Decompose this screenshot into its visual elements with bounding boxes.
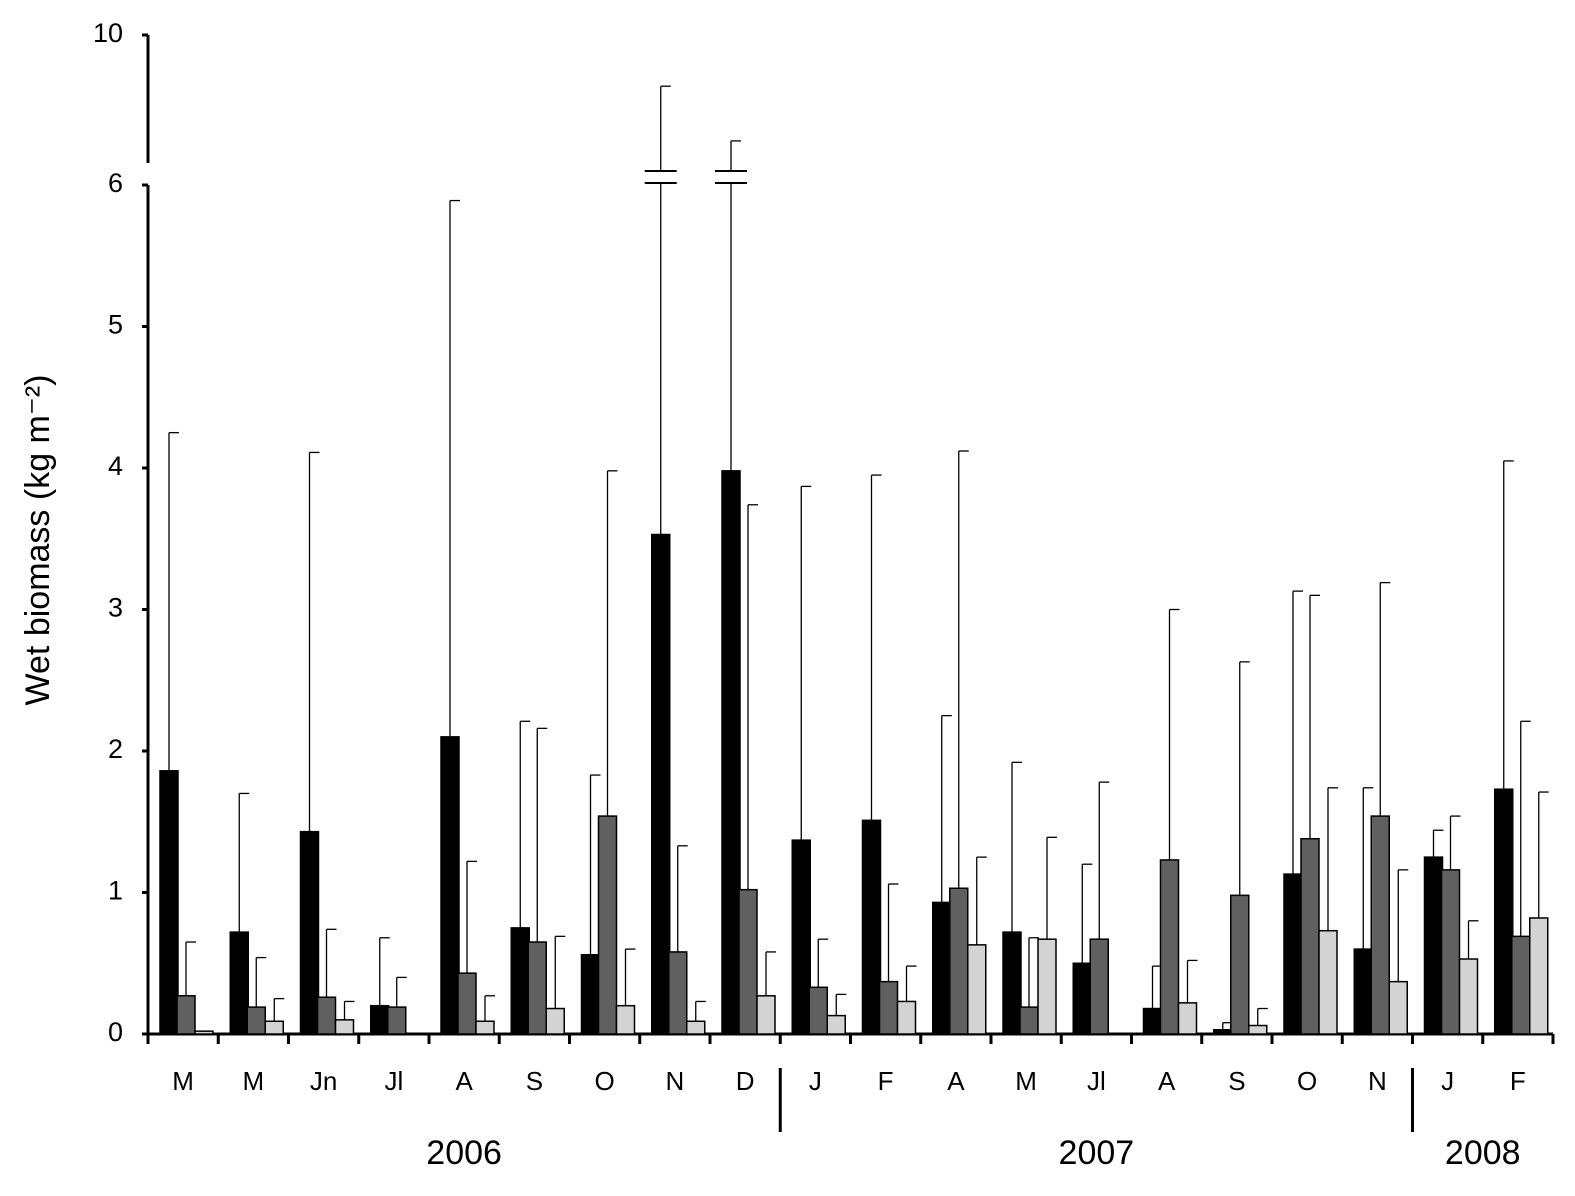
- x-tick-label: O: [1297, 1066, 1317, 1096]
- bar: [580, 954, 601, 1035]
- bar: [510, 927, 530, 1035]
- x-tick-label: Jl: [384, 1066, 403, 1096]
- bar: [1159, 859, 1180, 1035]
- bar: [1283, 873, 1303, 1035]
- bar: [246, 1006, 266, 1035]
- bar: [861, 819, 882, 1035]
- bar: [1370, 815, 1390, 1035]
- x-tick-label: Jl: [1087, 1066, 1106, 1096]
- bar: [1353, 948, 1373, 1035]
- x-tick-label: F: [1510, 1066, 1526, 1096]
- bar: [932, 901, 952, 1035]
- x-tick-label: A: [455, 1066, 473, 1096]
- bar: [1300, 837, 1320, 1035]
- bar: [1318, 929, 1338, 1035]
- y-tick-label: 3: [108, 593, 123, 623]
- y-tick-label: 0: [108, 1017, 123, 1047]
- bar: [1142, 1007, 1163, 1035]
- bar: [229, 931, 249, 1035]
- y-tick-label: 5: [108, 310, 123, 340]
- bar: [299, 830, 320, 1035]
- bar: [194, 1030, 214, 1035]
- bar: [791, 839, 811, 1035]
- bar: [721, 470, 741, 1035]
- bar: [1458, 958, 1479, 1035]
- bar: [738, 888, 758, 1035]
- bar: [334, 1019, 355, 1035]
- bar: [1423, 856, 1444, 1035]
- bar: [545, 1007, 565, 1035]
- bar: [1494, 788, 1514, 1035]
- x-tick-label: M: [243, 1066, 265, 1096]
- x-tick-label: M: [1015, 1066, 1037, 1096]
- x-tick-label: S: [1228, 1066, 1245, 1096]
- x-tick-label: D: [736, 1066, 755, 1096]
- x-tick-label: J: [809, 1066, 822, 1096]
- break-gap: [644, 171, 677, 183]
- y-axis-label: Wet biomass (kg m⁻²): [19, 375, 57, 706]
- bar: [1002, 931, 1022, 1035]
- bar: [949, 887, 969, 1035]
- bar: [896, 1000, 917, 1035]
- bar: [1248, 1024, 1268, 1035]
- bar: [1511, 935, 1531, 1035]
- bar: [615, 1004, 636, 1035]
- y-tick-label: 1: [108, 876, 123, 906]
- bar: [1529, 917, 1549, 1035]
- y-tick-label: 10: [93, 18, 123, 48]
- x-tick-label: N: [665, 1066, 684, 1096]
- x-tick-label: M: [172, 1066, 194, 1096]
- bar: [756, 995, 776, 1035]
- bar: [316, 996, 337, 1035]
- bar: [1230, 894, 1250, 1035]
- bar: [440, 736, 460, 1035]
- bar: [826, 1014, 846, 1035]
- bar: [159, 770, 179, 1035]
- bar: [967, 944, 987, 1035]
- x-tick-label: F: [878, 1066, 894, 1096]
- bar: [176, 995, 196, 1035]
- bar: [527, 941, 547, 1035]
- bar: [370, 1004, 390, 1035]
- break-gap: [715, 171, 747, 183]
- x-tick-label: O: [595, 1066, 615, 1096]
- y-tick-label: 6: [108, 168, 123, 198]
- bar: [1037, 938, 1057, 1035]
- bar: [1440, 869, 1461, 1035]
- bar: [878, 980, 899, 1035]
- bar: [1072, 962, 1092, 1035]
- year-label: 2007: [1059, 1134, 1135, 1172]
- bar: [475, 1020, 495, 1035]
- x-tick-label: S: [526, 1066, 543, 1096]
- bar: [808, 986, 828, 1035]
- x-tick-label: J: [1441, 1066, 1454, 1096]
- bar: [1388, 980, 1408, 1035]
- bar: [387, 1006, 407, 1035]
- bar: [457, 972, 477, 1035]
- year-label: 2006: [426, 1134, 502, 1172]
- bar: [264, 1020, 284, 1035]
- bar: [1177, 1002, 1198, 1035]
- x-tick-label: Jn: [310, 1066, 337, 1096]
- bar: [597, 815, 618, 1035]
- bar: [1213, 1029, 1233, 1035]
- bar: [1089, 938, 1109, 1035]
- y-tick-label: 4: [108, 451, 123, 481]
- bar: [651, 533, 671, 1035]
- x-tick-label: A: [947, 1066, 965, 1096]
- year-label: 2008: [1445, 1134, 1521, 1172]
- x-tick-label: A: [1158, 1066, 1176, 1096]
- x-tick-label: N: [1368, 1066, 1387, 1096]
- y-tick-label: 2: [108, 734, 123, 764]
- bar: [686, 1020, 706, 1035]
- bar: [1019, 1006, 1039, 1035]
- bar: [668, 951, 688, 1035]
